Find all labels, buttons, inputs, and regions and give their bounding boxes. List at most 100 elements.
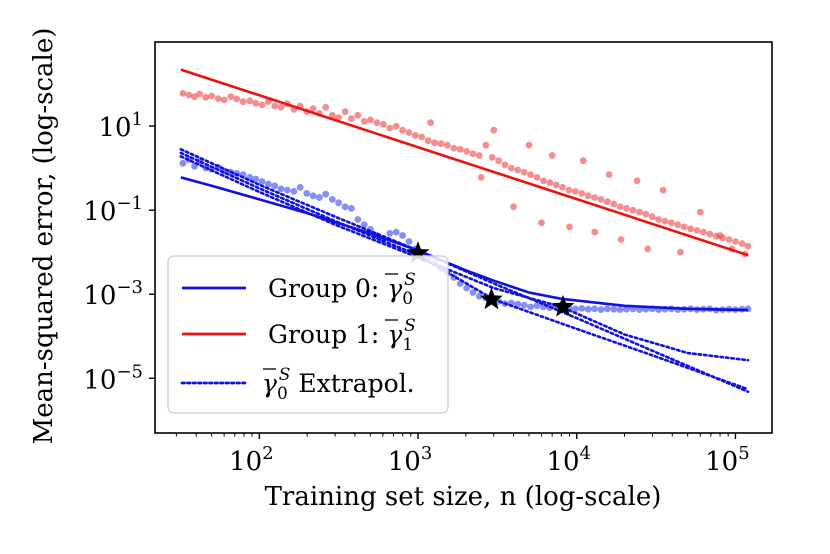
group-1-point	[659, 186, 667, 194]
group-1-point	[380, 120, 387, 128]
group-0-point	[533, 302, 541, 310]
group-1-point	[386, 124, 394, 132]
group-1-point	[252, 99, 260, 107]
group-1-point	[367, 116, 374, 124]
group-0-point	[283, 186, 291, 194]
group-1-point	[648, 213, 656, 221]
group-1-point	[271, 102, 279, 110]
group-1-point	[546, 179, 554, 187]
group-1-point	[196, 90, 204, 98]
group-1-point	[527, 171, 534, 179]
group-1-fit-line	[180, 68, 749, 257]
group-0-point	[604, 305, 611, 313]
x-axis-ticks: 102 103 104 105	[175, 433, 750, 477]
group-0-point	[316, 194, 323, 201]
group-1-point	[444, 141, 451, 149]
y-tick-label: 10−1	[83, 193, 143, 227]
group-1-point	[239, 98, 247, 106]
x-tick-label: 102	[229, 443, 274, 477]
group-1-point	[548, 152, 556, 159]
group-0-point	[469, 289, 477, 296]
group-1-point	[605, 171, 613, 179]
star-marker	[480, 287, 503, 310]
legend-label-1: Group 1: γ1S	[268, 316, 416, 355]
group-1-point	[744, 242, 752, 250]
plot-frame	[154, 41, 773, 434]
group-1-point	[488, 154, 496, 161]
group-1-point	[501, 161, 509, 169]
group-1-point	[540, 177, 547, 185]
group-1-point	[360, 117, 368, 125]
group-1-point	[644, 245, 652, 253]
group-1-point	[616, 203, 624, 211]
group-1-point	[463, 148, 470, 155]
group-1-point	[482, 141, 490, 149]
group-1-point	[456, 145, 464, 153]
group-0-point	[296, 183, 304, 191]
x-tick-label: 104	[546, 443, 591, 477]
group-1-point	[661, 217, 669, 225]
y-tick-label: 10−3	[83, 277, 143, 311]
group-1-point	[179, 90, 187, 97]
group-0-point	[405, 238, 413, 245]
group-0-point	[392, 228, 400, 236]
group-1-point	[392, 122, 400, 130]
x-tick-label: 105	[705, 443, 750, 477]
group-0-point	[277, 185, 285, 193]
group-1-point	[617, 236, 625, 243]
group-1-point	[623, 205, 630, 212]
x-tick-label: 103	[388, 443, 433, 477]
group-1-point	[322, 103, 330, 111]
group-1-point	[431, 139, 438, 147]
group-1-point	[732, 238, 739, 245]
group-1-point	[725, 236, 733, 243]
group-1-point	[258, 101, 266, 109]
y-tick-label: 10−5	[83, 361, 143, 395]
group-0-point	[591, 305, 598, 313]
legend-box	[167, 255, 449, 414]
group-1-point	[680, 223, 688, 231]
group-1-point	[412, 132, 419, 139]
group-1-point	[424, 137, 432, 145]
group-0-point	[252, 175, 260, 183]
group-0-point	[527, 303, 534, 311]
y-tick-label: 101	[98, 109, 143, 143]
group-0-point	[610, 305, 618, 313]
group-1-point	[246, 97, 254, 105]
group-1-point	[341, 108, 349, 116]
group-1-point	[700, 228, 707, 236]
group-1-point	[373, 119, 381, 127]
group-0-point	[354, 216, 362, 223]
group-0-point	[520, 301, 528, 309]
group-0-point	[341, 203, 349, 211]
group-1-point	[477, 174, 485, 181]
group-1-point	[214, 95, 222, 102]
x-axis-label: Training set size, n (log-scale)	[265, 482, 662, 512]
group-1-point	[552, 181, 560, 189]
group-1-point	[469, 150, 477, 158]
group-1-point	[591, 228, 599, 236]
y-axis-label: Mean-squared error, (log-scale)	[29, 28, 59, 445]
group-0-point	[636, 306, 643, 313]
group-1-point	[202, 94, 210, 101]
group-0-point	[514, 300, 522, 308]
group-1-point	[636, 208, 643, 216]
group-1-point	[227, 93, 235, 101]
group-0-point	[348, 205, 355, 212]
group-0-point	[584, 305, 592, 313]
group-1-point	[706, 230, 714, 238]
extrapolation-line-2	[179, 155, 750, 362]
group-1-point	[508, 164, 515, 172]
group-1-point	[348, 115, 355, 123]
group-1-point	[399, 126, 406, 134]
group-1-point	[427, 119, 434, 127]
group-1-point	[566, 223, 573, 231]
group-0-point	[309, 192, 317, 200]
group-1-point	[578, 190, 586, 197]
group-1-point	[405, 129, 413, 137]
group-1-point	[191, 93, 198, 101]
legend-label-2: γ0S Extrapol.	[262, 365, 415, 404]
group-1-point	[696, 208, 704, 216]
y-axis-ticks: 101 10−1 10−3 10−5	[83, 109, 155, 395]
group-1-point	[354, 111, 362, 119]
